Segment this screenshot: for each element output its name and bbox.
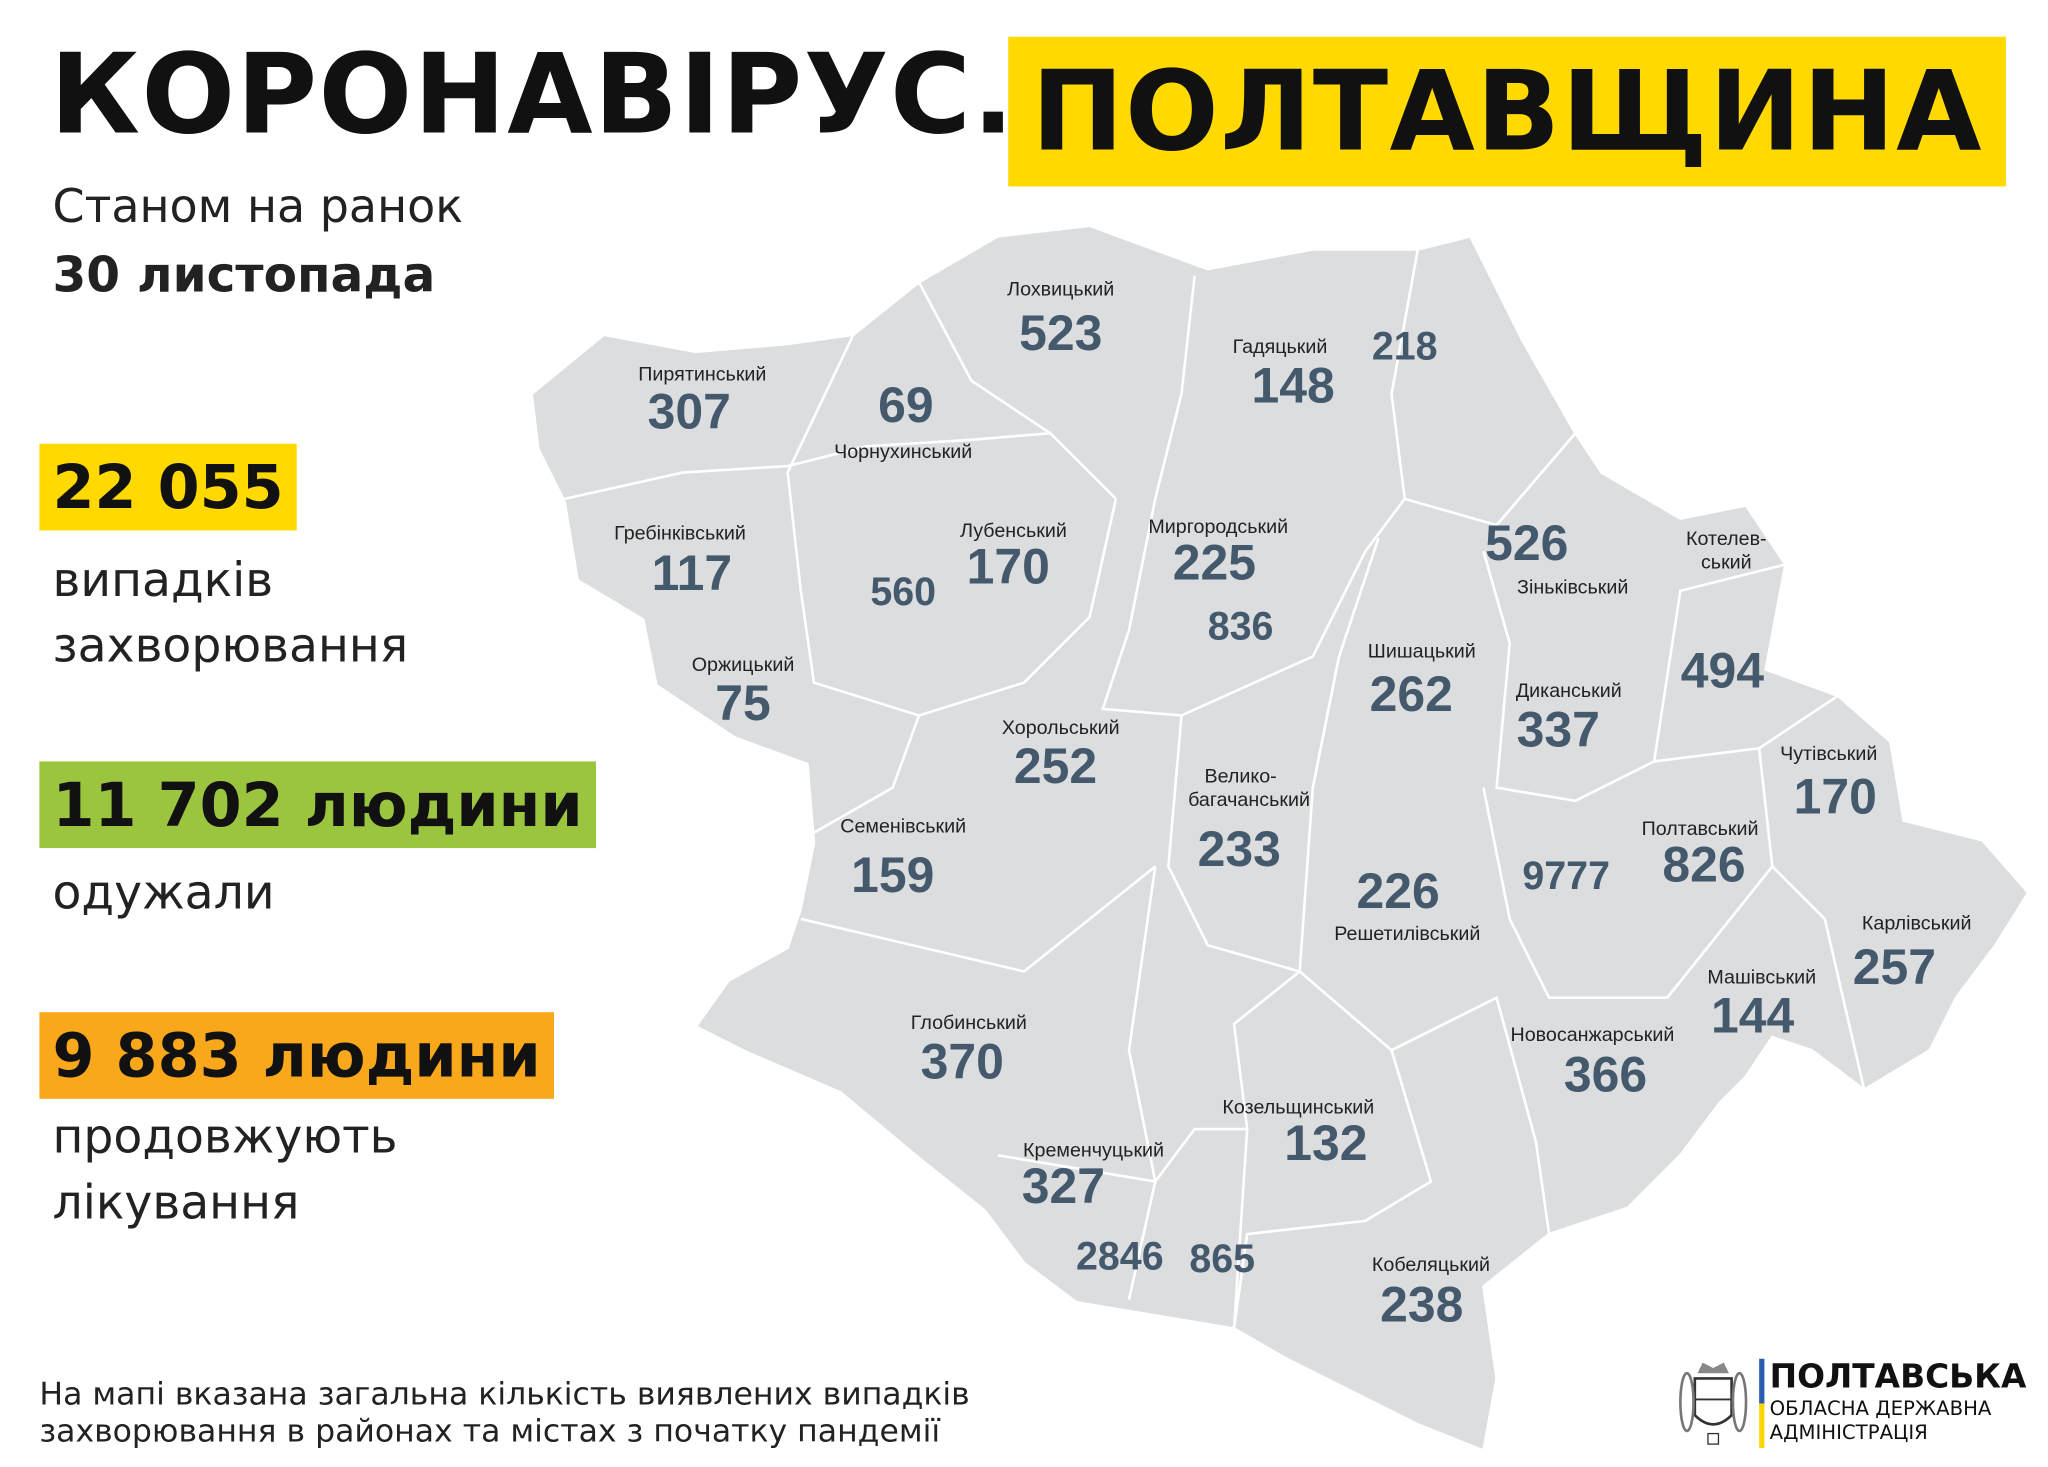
city-cases: 218	[1371, 325, 1438, 369]
district-name: Карлівський	[1861, 912, 1972, 935]
stat-label-line: продовжують	[52, 1110, 398, 1165]
district-name: Машівський	[1707, 966, 1817, 989]
district-name: Глобинський	[910, 1012, 1027, 1035]
district-name: Пирятинський	[638, 363, 767, 386]
stat-label-line: лікування	[52, 1176, 300, 1231]
district-name: Полтавський	[1641, 817, 1759, 841]
district-name: Хорольський	[1001, 716, 1120, 740]
stat-treatment-label: продовжують лікування	[53, 1105, 398, 1236]
district-name: Козельщинський	[1222, 1096, 1375, 1119]
logo-title: ПОЛТАВСЬКА	[1769, 1357, 2027, 1396]
district-cases: 144	[1710, 989, 1795, 1045]
footnote-line: На мапі вказана загальна кількість виявл…	[39, 1375, 970, 1413]
district-cases: 117	[651, 546, 733, 602]
district-name: Новосанжарський	[1510, 1023, 1675, 1047]
district-cases: 226	[1356, 864, 1440, 920]
district-name: Гребінківський	[614, 522, 746, 545]
stat-cases-value: 22 055	[39, 443, 297, 531]
district-cases: 526	[1485, 516, 1569, 572]
district-cases: 225	[1172, 536, 1256, 592]
stat-recovered-label: одужали	[52, 866, 275, 921]
district-name: Велико-багачанський	[1188, 765, 1310, 812]
district-name: Решетилівський	[1334, 922, 1481, 946]
stat-cases-label: випадків захворювання	[53, 549, 409, 680]
district-name: Лубенський	[960, 519, 1067, 543]
title: КОРОНАВІРУС.	[49, 30, 1016, 159]
district-name: Оржицький	[691, 653, 795, 677]
district-cases: 257	[1852, 940, 1936, 996]
district-name: Диканський	[1515, 680, 1622, 703]
footnote-line: захворювання в районах та містах з почат…	[39, 1412, 941, 1450]
district-cases: 826	[1662, 838, 1746, 894]
district-name: Лохвицький	[1007, 278, 1115, 301]
district-cases: 132	[1284, 1116, 1368, 1172]
district-cases: 75	[715, 676, 771, 732]
district-borders	[564, 249, 1866, 1329]
district-cases: 233	[1197, 822, 1281, 878]
district-cases: 69	[878, 378, 934, 434]
district-name: Зіньківський	[1517, 576, 1629, 599]
district-name: Миргородський	[1148, 515, 1289, 539]
district-cases: 238	[1380, 1278, 1464, 1334]
district-cases: 370	[920, 1035, 1004, 1091]
stat-label-line: випадків	[52, 554, 274, 608]
district-name: Котелев-ський	[1686, 527, 1767, 574]
district-name: Кременчуцький	[1023, 1139, 1165, 1162]
coat-of-arms-icon	[1679, 1362, 1748, 1445]
footnote: На мапі вказана загальна кількість виявл…	[39, 1376, 969, 1450]
logo-line: ОБЛАСНА ДЕРЖАВНА	[1769, 1396, 1992, 1421]
district-cases: 170	[1793, 769, 1877, 826]
district-cases: 170	[966, 540, 1050, 596]
city-cases: 2846	[1076, 1235, 1164, 1279]
district-cases: 366	[1563, 1048, 1648, 1104]
stat-recovered-value: 11 702 людини	[39, 761, 596, 849]
district-cases: 252	[1013, 739, 1098, 795]
district-name: Шишацький	[1367, 640, 1476, 663]
city-cases: 836	[1207, 605, 1274, 649]
date: 30 листопада	[52, 246, 436, 304]
city-cases: 865	[1189, 1237, 1256, 1282]
district-cases: 148	[1251, 359, 1335, 415]
stat-treatment-value: 9 883 людини	[39, 1012, 554, 1099]
district-cases: 327	[1021, 1159, 1105, 1215]
district-name: Гадяцький	[1232, 336, 1328, 359]
region-title: ПОЛТАВЩИНА	[1008, 36, 2006, 187]
district-name: Чорнухинський	[834, 441, 973, 464]
city-cases: 9777	[1522, 854, 1610, 898]
district-name: Семенівський	[840, 815, 967, 838]
district-cases: 494	[1680, 643, 1765, 700]
district-cases: 159	[851, 848, 935, 904]
logo-flag-bar	[1759, 1358, 1765, 1449]
district-cases: 307	[647, 385, 731, 441]
logo-subtitle: ОБЛАСНА ДЕРЖАВНА АДМІНІСТРАЦІЯ	[1770, 1397, 1992, 1444]
district-cases: 523	[1019, 306, 1103, 362]
district-cases: 262	[1369, 667, 1453, 723]
region-outline	[530, 224, 2030, 1453]
stat-label-line: захворювання	[52, 619, 409, 674]
city-cases: 560	[870, 571, 937, 615]
district-cases: 337	[1516, 703, 1600, 759]
district-name: Кобеляцький	[1371, 1253, 1490, 1277]
logo-line: АДМІНІСТРАЦІЯ	[1769, 1420, 1928, 1445]
district-name: Чутівський	[1780, 743, 1878, 766]
date-caption: Станом на ранок	[52, 181, 463, 234]
